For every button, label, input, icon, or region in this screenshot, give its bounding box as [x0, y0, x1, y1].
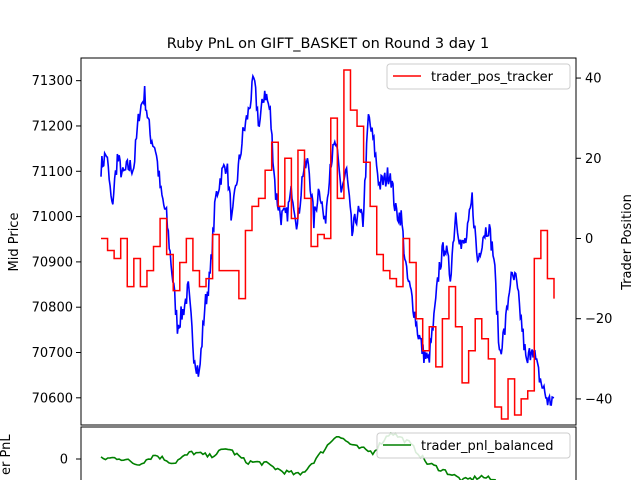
left-tick-label: 71200	[32, 119, 73, 134]
legend-top: trader_pos_tracker	[386, 63, 571, 90]
right-tick-label: −40	[585, 392, 612, 407]
legend-label-pnl: trader_pnl_balanced	[421, 439, 554, 454]
series-trader-pos-tracker	[101, 69, 555, 420]
chart-title: Ruby PnL on GIFT_BASKET on Round 3 day 1	[167, 36, 489, 52]
left-tick-label: 70800	[32, 301, 73, 316]
left-tick-label: 70900	[32, 255, 73, 270]
series-trader-pnl-balanced	[100, 431, 497, 480]
right-y-ticks: −40 −20 0 20 40	[576, 72, 612, 407]
right-tick-label: 0	[585, 232, 593, 247]
right-tick-label: −20	[585, 312, 612, 327]
left-tick-label: 70600	[32, 391, 73, 406]
left-tick-label: 71300	[32, 74, 73, 89]
right-tick-label: 40	[585, 72, 602, 87]
pnl-y-ticks: 0	[60, 453, 81, 468]
pnl-y-axis-label: er PnL	[0, 434, 14, 475]
left-tick-label: 71000	[32, 210, 73, 225]
left-tick-label: 71100	[32, 165, 73, 180]
price-plot-frame	[80, 57, 577, 426]
y-axis-label-right: Trader Position	[620, 194, 635, 291]
left-tick-label: 70700	[32, 346, 73, 361]
right-tick-label: 20	[585, 152, 602, 167]
pnl-tick-label: 0	[60, 453, 68, 468]
legend-bottom: trader_pnl_balanced	[376, 432, 571, 459]
y-axis-label-left: Mid Price	[7, 213, 22, 272]
left-y-ticks: 70600 70700 70800 70900 71000 71100 71200 71300	[32, 74, 81, 406]
series-mid-price	[100, 73, 555, 406]
legend-label-pos: trader_pos_tracker	[431, 70, 554, 85]
